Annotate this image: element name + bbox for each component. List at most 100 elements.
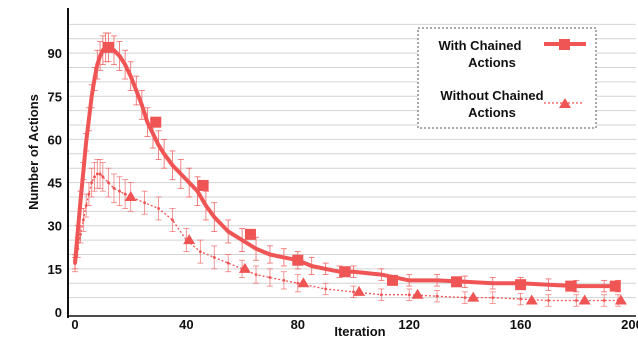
x-tick-label: 80 [291, 317, 305, 332]
data-point [309, 264, 314, 268]
legend-entry-without-chained: Without Chained Actions [440, 88, 582, 120]
data-point [84, 140, 88, 145]
data-point [98, 54, 102, 58]
data-point [254, 246, 258, 251]
data-marker-square [150, 116, 162, 128]
legend-label-without-chained-line2: Actions [468, 105, 516, 120]
data-marker-triangle [124, 190, 137, 201]
data-point [212, 255, 216, 259]
data-point [143, 201, 147, 205]
data-point [118, 189, 121, 193]
data-point [282, 278, 286, 282]
data-point [81, 218, 85, 222]
data-point [117, 54, 122, 58]
data-point [145, 120, 150, 124]
data-point [268, 276, 272, 279]
data-marker-triangle [525, 294, 538, 305]
y-tick-label: 15 [48, 262, 62, 277]
data-point [282, 255, 286, 260]
data-marker-square [102, 41, 114, 53]
y-axis-title: Number of Actions [26, 94, 41, 210]
data-point [76, 247, 80, 251]
series-layer [72, 32, 627, 307]
data-point [87, 117, 91, 122]
y-tick-label: 90 [48, 46, 62, 61]
data-point [547, 299, 550, 302]
data-point [134, 88, 139, 93]
legend: With Chained Actions Without Chained Act… [417, 27, 597, 129]
data-point [93, 175, 96, 179]
data-point [324, 287, 328, 291]
data-point [73, 261, 77, 265]
data-marker-triangle [467, 291, 480, 302]
series-line-without-chained-actions [74, 173, 619, 302]
legend-label-with-chained-line2: Actions [468, 55, 516, 70]
data-point [95, 62, 100, 67]
x-tick-labels: 0 40 80 120 160 200 [71, 317, 638, 332]
data-marker-square [339, 266, 351, 278]
data-marker-triangle [183, 234, 196, 245]
data-point [101, 175, 105, 179]
data-point [157, 207, 160, 210]
data-point [463, 280, 467, 284]
data-point [212, 215, 217, 219]
x-tick-label: 40 [179, 317, 193, 332]
data-marker-triangle [578, 294, 591, 305]
series-with-chained-actions [72, 32, 622, 293]
data-point [546, 282, 551, 287]
x-tick-label: 200 [621, 317, 638, 332]
data-point [128, 74, 133, 78]
data-point [123, 62, 127, 67]
data-marker-triangle [614, 294, 627, 305]
legend-swatch-marker-without-chained [559, 98, 571, 108]
data-point [254, 273, 258, 277]
data-point [107, 181, 110, 184]
data-point [463, 296, 467, 300]
data-point [87, 192, 91, 196]
data-point [435, 294, 439, 298]
data-marker-square [451, 276, 463, 288]
series-without-chained-actions [72, 159, 627, 307]
data-point [123, 192, 127, 196]
data-marker-square [197, 179, 209, 191]
data-point [151, 131, 155, 136]
data-point [156, 143, 161, 147]
legend-label-without-chained-line1: Without Chained [440, 88, 543, 103]
data-point [519, 297, 522, 301]
data-point [198, 250, 202, 254]
data-marker-square [515, 279, 527, 291]
data-marker-triangle [238, 262, 251, 273]
data-point [352, 290, 355, 294]
data-point [351, 269, 356, 274]
data-point [95, 172, 99, 176]
data-point [602, 299, 606, 302]
data-point [602, 284, 606, 288]
data-point [226, 261, 230, 265]
y-tick-label: 45 [48, 176, 62, 191]
data-marker-triangle [297, 277, 310, 288]
axes [67, 8, 636, 318]
data-point [75, 229, 80, 234]
y-tick-label: 60 [48, 132, 62, 147]
data-point [226, 229, 230, 234]
legend-label-with-chained-line1: With Chained [439, 38, 522, 53]
data-point [81, 169, 86, 173]
x-axis-title: Iteration [334, 324, 385, 339]
data-marker-triangle [411, 288, 424, 299]
data-point [574, 299, 578, 302]
data-point [435, 278, 439, 283]
data-point [323, 267, 328, 271]
data-point [187, 180, 191, 185]
data-point [171, 218, 174, 222]
data-point [407, 278, 412, 283]
data-point [79, 232, 82, 236]
data-point [296, 281, 300, 285]
y-tick-label: 30 [48, 219, 62, 234]
data-marker-square [244, 228, 256, 240]
data-marker-square [292, 254, 304, 266]
data-point [379, 293, 383, 297]
x-tick-label: 120 [398, 317, 420, 332]
data-marker-triangle [353, 285, 366, 296]
